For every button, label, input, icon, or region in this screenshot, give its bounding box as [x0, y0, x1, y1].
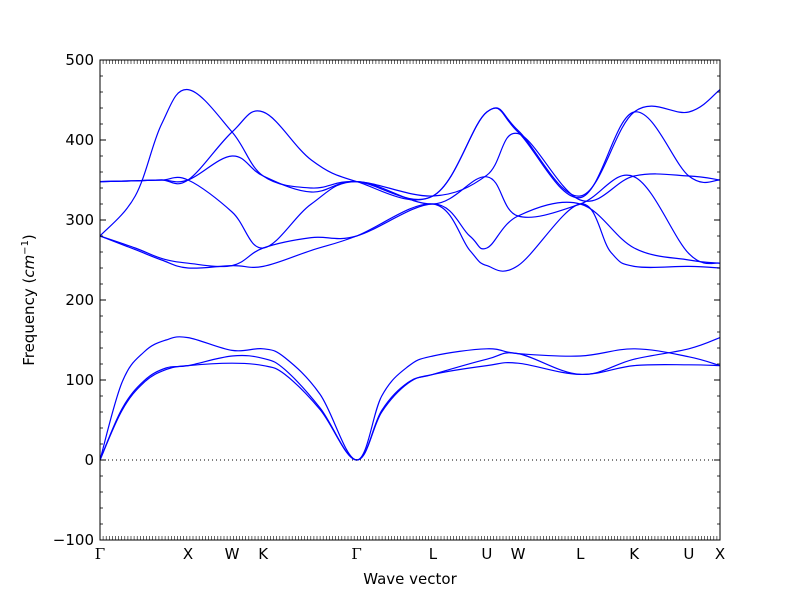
y-tick-label: −100 — [53, 531, 94, 549]
y-axis-label: Frequency (cm−1) — [20, 234, 38, 366]
x-tick-label: L — [576, 545, 585, 563]
y-tick-label: 200 — [65, 291, 94, 309]
band-line-9 — [99, 89, 721, 201]
x-tick-label: K — [258, 545, 269, 563]
y-tick-label: 0 — [84, 451, 94, 469]
band-line-5 — [99, 201, 721, 268]
band-line-1 — [99, 362, 721, 461]
x-tick-label: K — [629, 545, 640, 563]
band-line-8 — [99, 88, 721, 237]
x-tick-label: X — [183, 545, 193, 563]
y-tick-label: 100 — [65, 371, 94, 389]
x-tick-label: Γ — [351, 545, 361, 563]
x-tick-label: U — [481, 545, 492, 563]
y-axis-ticks: −100 0 100 200 300 400 500 — [53, 51, 720, 549]
band-line-2 — [99, 337, 721, 461]
x-tick-label: L — [429, 545, 438, 563]
y-tick-label: 300 — [65, 211, 94, 229]
x-tick-label: X — [715, 545, 725, 563]
x-tick-label: U — [683, 545, 694, 563]
x-tick-label: W — [511, 545, 526, 563]
x-tick-label: Γ — [95, 545, 105, 563]
band-line-7 — [99, 132, 721, 202]
band-line-3 — [99, 336, 721, 461]
x-tick-label: W — [225, 545, 240, 563]
y-tick-label: 400 — [65, 131, 94, 149]
band-line-4 — [99, 203, 721, 272]
band-lines — [99, 88, 721, 461]
plot-frame — [99, 59, 721, 541]
y-tick-label: 500 — [65, 51, 94, 69]
band-line-6 — [99, 174, 721, 265]
x-axis-label: Wave vector — [363, 570, 457, 588]
